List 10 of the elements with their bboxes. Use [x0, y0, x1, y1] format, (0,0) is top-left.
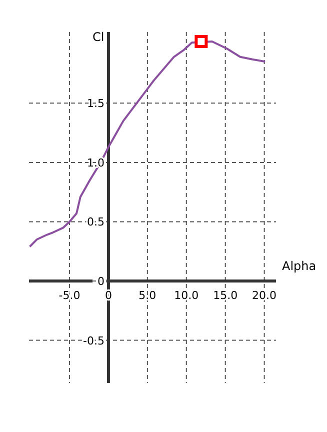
x-tick-label: 20.0 — [252, 289, 277, 302]
x-tick-label: 15.0 — [213, 289, 238, 302]
y-axis-title: Cl — [92, 30, 104, 44]
y-tick-label: 1.5 — [86, 97, 104, 110]
y-tick-label: 0.5 — [86, 216, 104, 229]
x-axis-title: Alpha — [282, 259, 316, 274]
x-tick-label: 5.0 — [138, 289, 156, 302]
x-tick-label: 10.0 — [174, 289, 199, 302]
x-tick-label: -5.0 — [58, 289, 80, 302]
line-series — [29, 40, 266, 248]
